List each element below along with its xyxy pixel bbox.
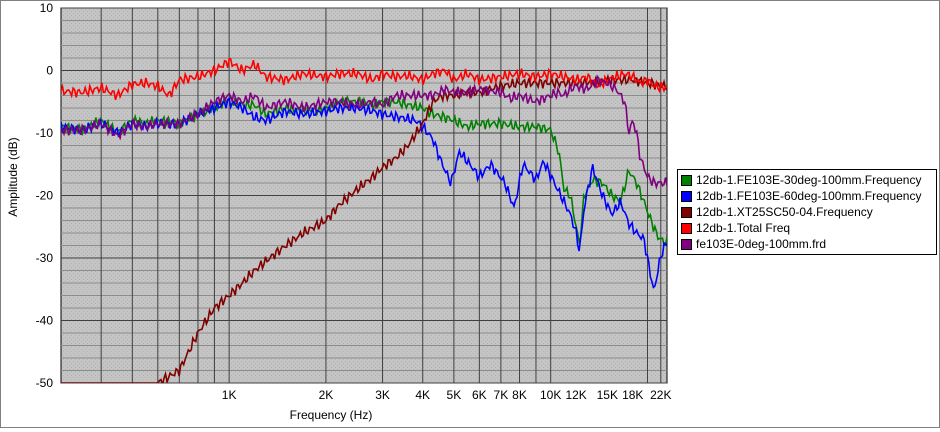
legend-item: 12db-1.Total Freq [681,220,933,236]
x-tick-label: 8K [512,388,527,402]
y-tick-label: 10 [40,1,54,15]
x-tick-label: 2K [319,388,334,402]
legend-swatch [681,190,692,202]
series-line [61,58,667,101]
y-axis-ticks: 10 0 -10 -20 -30 -40 -50 [36,1,54,390]
legend-label: 12db-1.Total Freq [696,221,791,235]
series-line [61,74,667,190]
legend-label: 12db-1.XT25SC50-04.Frequency [696,205,873,219]
x-axis-label: Frequency (Hz) [290,408,373,422]
x-tick-label: 1K [222,388,237,402]
x-tick-label: 22K [650,388,671,402]
legend-label: 12db-1.FE103E-30deg-100mm.Frequency [696,173,922,187]
y-axis-label: Amplitude (dB) [6,137,20,216]
x-axis-ticks: 1K 2K 3K 4K 5K 6K 7K 8K 10K 12K 15K 18K 22K [222,388,672,402]
x-tick-label: 10K [540,388,561,402]
x-tick-label: 7K [494,388,509,402]
series-line [61,96,667,289]
y-tick-label: -30 [36,251,54,265]
series-line [61,73,667,383]
chart-legend: 12db-1.FE103E-30deg-100mm.Frequency 12db-… [677,169,937,255]
legend-swatch [681,222,692,234]
x-tick-label: 15K [597,388,618,402]
y-tick-label: -10 [36,126,54,140]
x-tick-label: 18K [622,388,643,402]
x-tick-label: 3K [375,388,390,402]
x-tick-label: 5K [447,388,462,402]
legend-item: fe103E-0deg-100mm.frd [681,236,933,252]
legend-item: 12db-1.XT25SC50-04.Frequency [681,204,933,220]
legend-swatch [681,206,692,218]
y-tick-label: -20 [36,189,54,203]
x-tick-label: 6K [472,388,487,402]
grid-lines [61,7,667,384]
legend-item: 12db-1.FE103E-30deg-100mm.Frequency [681,172,933,188]
x-tick-label: 4K [415,388,430,402]
y-tick-label: 0 [46,64,53,78]
y-tick-label: -40 [36,314,54,328]
legend-item: 12db-1.FE103E-60deg-100mm.Frequency [681,188,933,204]
series-layer [61,58,667,383]
legend-label: 12db-1.FE103E-60deg-100mm.Frequency [696,189,922,203]
legend-label: fe103E-0deg-100mm.frd [696,237,827,251]
x-tick-label: 12K [565,388,586,402]
legend-swatch [681,174,692,186]
legend-swatch [681,238,692,250]
y-tick-label: -50 [36,376,54,390]
